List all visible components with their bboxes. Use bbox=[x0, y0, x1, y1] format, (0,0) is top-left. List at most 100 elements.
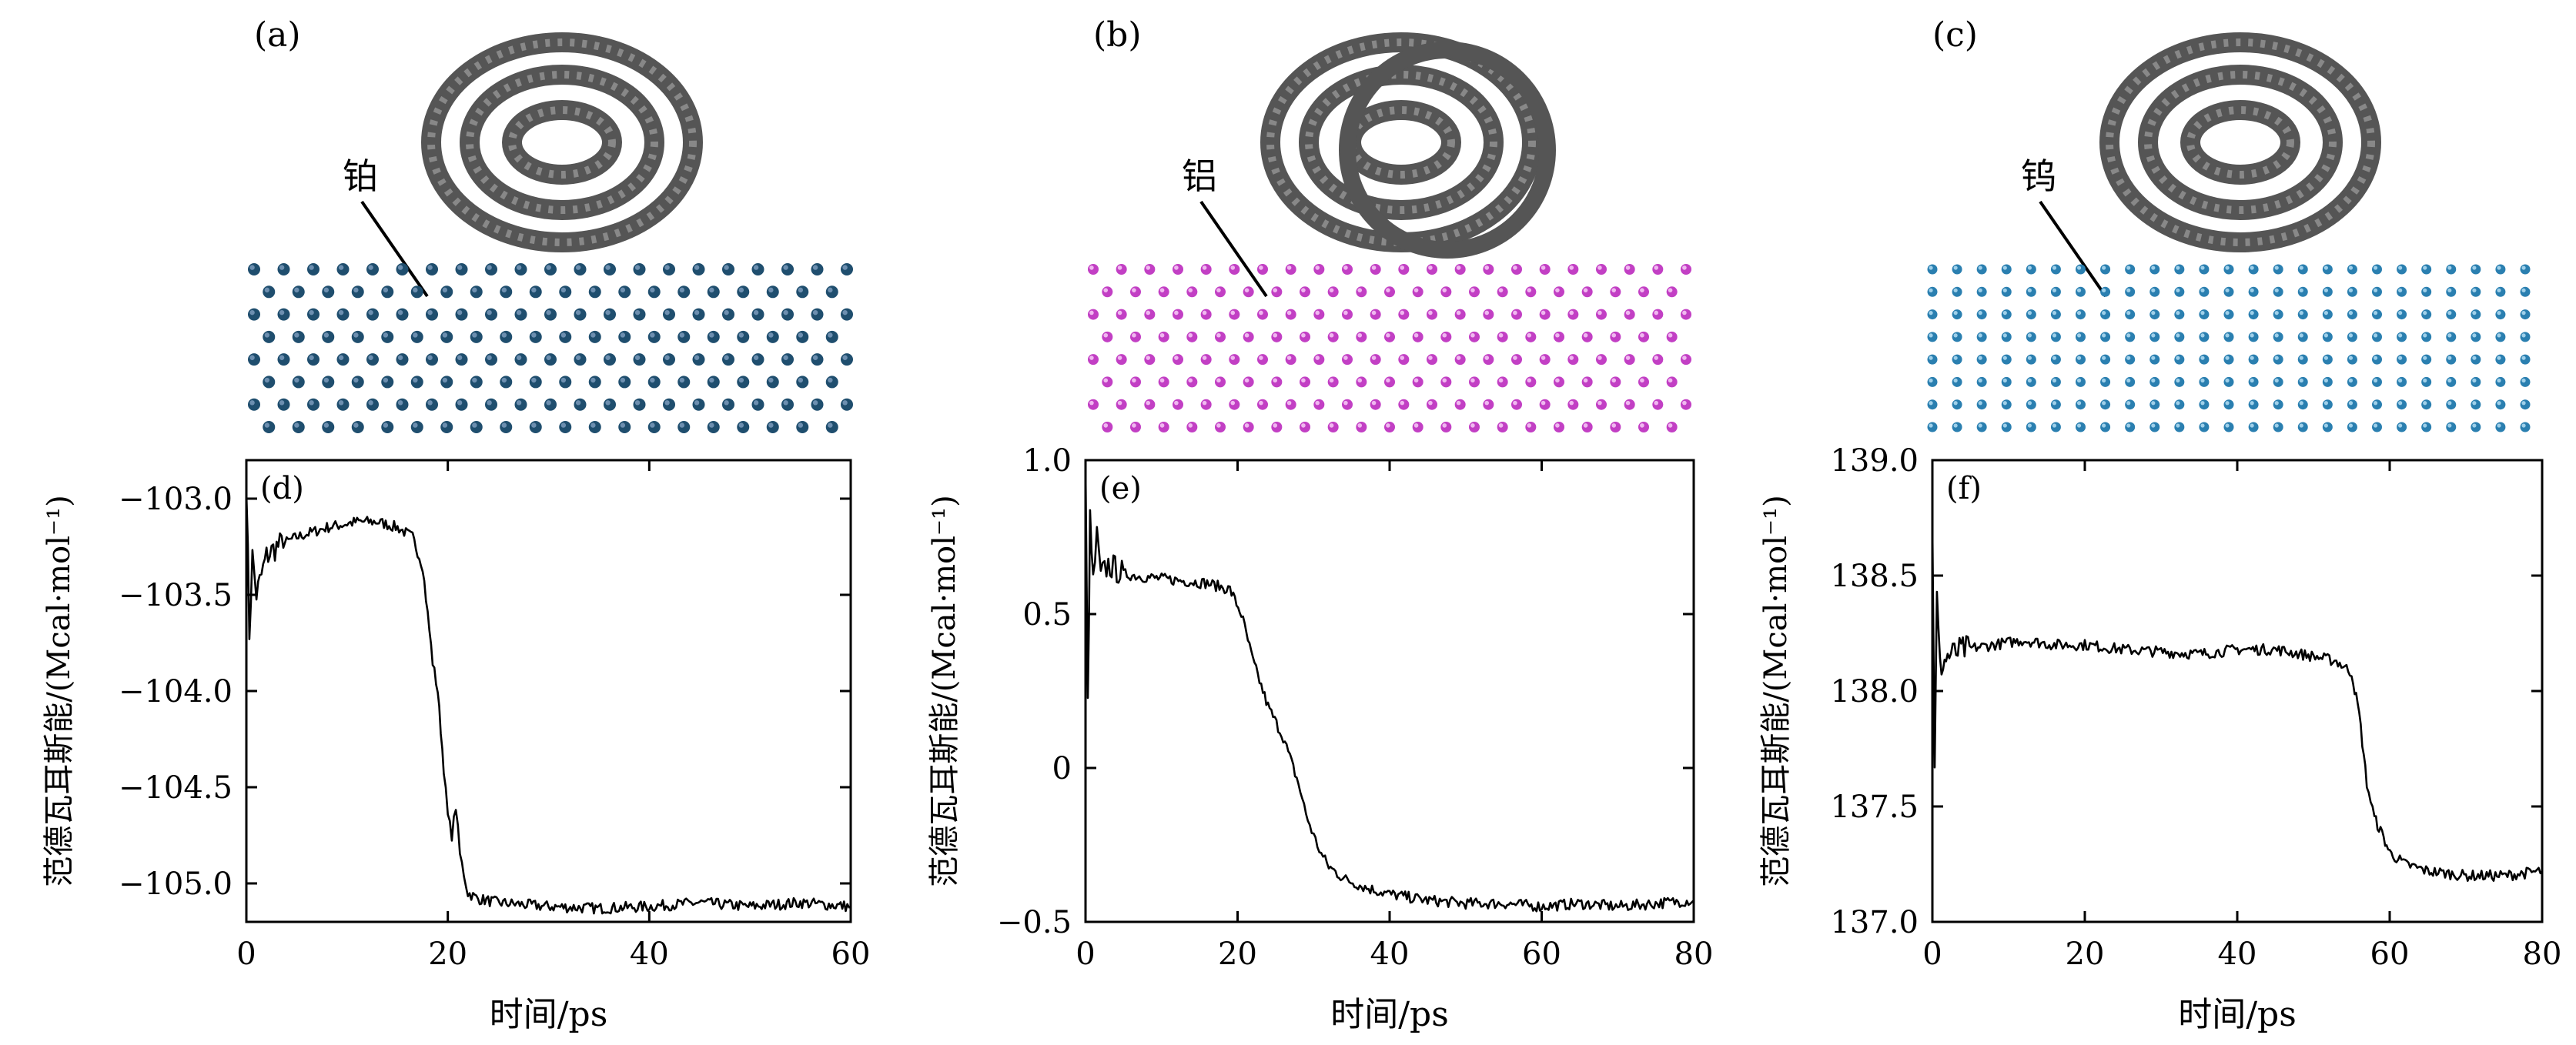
atom bbox=[2520, 354, 2531, 365]
atom-highlight bbox=[2176, 288, 2180, 292]
atom-highlight bbox=[1513, 310, 1517, 316]
atom-highlight bbox=[2373, 401, 2378, 406]
atom-highlight bbox=[323, 377, 330, 383]
atom-highlight bbox=[1682, 310, 1687, 316]
atom-highlight bbox=[842, 265, 848, 270]
atom-highlight bbox=[1413, 423, 1419, 428]
atom-highlight bbox=[2398, 265, 2403, 270]
atom bbox=[366, 308, 379, 321]
atom-highlight bbox=[1259, 400, 1263, 406]
atom-highlight bbox=[2126, 265, 2131, 270]
atom-highlight bbox=[1597, 400, 1602, 406]
atom bbox=[722, 308, 734, 321]
atom-highlight bbox=[634, 309, 641, 316]
atom-highlight bbox=[1978, 311, 1982, 316]
atom-highlight bbox=[2052, 288, 2057, 292]
atom bbox=[292, 285, 305, 299]
atom-highlight bbox=[1929, 265, 1933, 270]
atom bbox=[1144, 309, 1156, 320]
atom bbox=[811, 398, 824, 411]
atom bbox=[1186, 331, 1198, 342]
atom-highlight bbox=[2102, 333, 2106, 338]
atom-highlight bbox=[2323, 265, 2328, 270]
atom-highlight bbox=[2126, 423, 2131, 428]
atom bbox=[1215, 286, 1226, 298]
atom-highlight bbox=[1442, 288, 1447, 292]
atom bbox=[2322, 422, 2333, 432]
atom-highlight bbox=[2151, 311, 2156, 316]
atom bbox=[1200, 354, 1212, 366]
atom-highlight bbox=[1174, 310, 1179, 316]
atom bbox=[751, 308, 764, 321]
atom bbox=[2520, 399, 2531, 410]
atom-highlight bbox=[1569, 400, 1574, 406]
atom-highlight bbox=[338, 355, 344, 360]
atom-highlight bbox=[2497, 333, 2501, 338]
atom-highlight bbox=[294, 422, 299, 428]
atom bbox=[2076, 422, 2086, 432]
atom bbox=[1285, 309, 1296, 320]
atom-highlight bbox=[2225, 288, 2230, 292]
atom bbox=[1271, 376, 1283, 388]
atom-highlight bbox=[1569, 356, 1574, 360]
atom-highlight bbox=[1386, 423, 1390, 428]
atom-highlight bbox=[2497, 311, 2501, 316]
atom-highlight bbox=[2102, 288, 2106, 292]
atom-highlight bbox=[590, 287, 596, 293]
atom-highlight bbox=[383, 287, 389, 293]
atom bbox=[2273, 422, 2283, 432]
atom-highlight bbox=[694, 309, 700, 316]
atom bbox=[2273, 332, 2283, 342]
atom-highlight bbox=[2323, 311, 2328, 316]
atom-highlight bbox=[1413, 378, 1419, 383]
atom-highlight bbox=[1668, 378, 1673, 383]
y-tick-label: −105.0 bbox=[119, 866, 233, 902]
atom bbox=[1440, 331, 1452, 342]
atom bbox=[2149, 309, 2160, 320]
atom-highlight bbox=[1625, 356, 1631, 360]
atom bbox=[485, 353, 497, 366]
atom-highlight bbox=[1527, 378, 1532, 383]
atom-highlight bbox=[694, 265, 700, 270]
atom-highlight bbox=[2176, 265, 2180, 270]
atom-highlight bbox=[2423, 311, 2427, 316]
atom-highlight bbox=[516, 400, 522, 406]
atom bbox=[1186, 376, 1198, 388]
atom bbox=[1927, 376, 1938, 387]
atom bbox=[2322, 332, 2333, 342]
atom bbox=[751, 353, 764, 366]
atom bbox=[2001, 354, 2012, 365]
atom bbox=[396, 353, 409, 366]
atom bbox=[1300, 422, 1310, 432]
atom bbox=[2421, 309, 2432, 320]
atom bbox=[618, 421, 631, 433]
atom bbox=[2125, 376, 2136, 387]
atom bbox=[2248, 286, 2259, 297]
atom-highlight bbox=[531, 332, 537, 338]
atom-highlight bbox=[812, 265, 818, 270]
atom-highlight bbox=[2521, 423, 2526, 428]
atom bbox=[307, 263, 319, 275]
atom bbox=[2248, 354, 2259, 365]
atom bbox=[1229, 354, 1240, 366]
atom-highlight bbox=[2373, 378, 2378, 383]
atom bbox=[440, 376, 453, 389]
atom-highlight bbox=[798, 377, 804, 383]
atom-highlight bbox=[2076, 288, 2082, 292]
atom bbox=[1469, 331, 1480, 342]
atom-highlight bbox=[2151, 333, 2156, 338]
atom bbox=[514, 398, 527, 411]
atom-lattice bbox=[1088, 264, 1691, 432]
atom-highlight bbox=[2497, 288, 2501, 292]
atom-highlight bbox=[1498, 288, 1504, 292]
atom-highlight bbox=[2102, 356, 2106, 360]
atom bbox=[1158, 376, 1169, 388]
atom-highlight bbox=[1159, 423, 1165, 428]
atom bbox=[440, 330, 453, 343]
atom bbox=[574, 398, 587, 411]
atom-highlight bbox=[1329, 378, 1334, 383]
x-tick-label: 20 bbox=[428, 936, 467, 972]
leader-line bbox=[1199, 200, 1268, 298]
atom bbox=[351, 285, 364, 299]
atom-highlight bbox=[1230, 310, 1236, 316]
